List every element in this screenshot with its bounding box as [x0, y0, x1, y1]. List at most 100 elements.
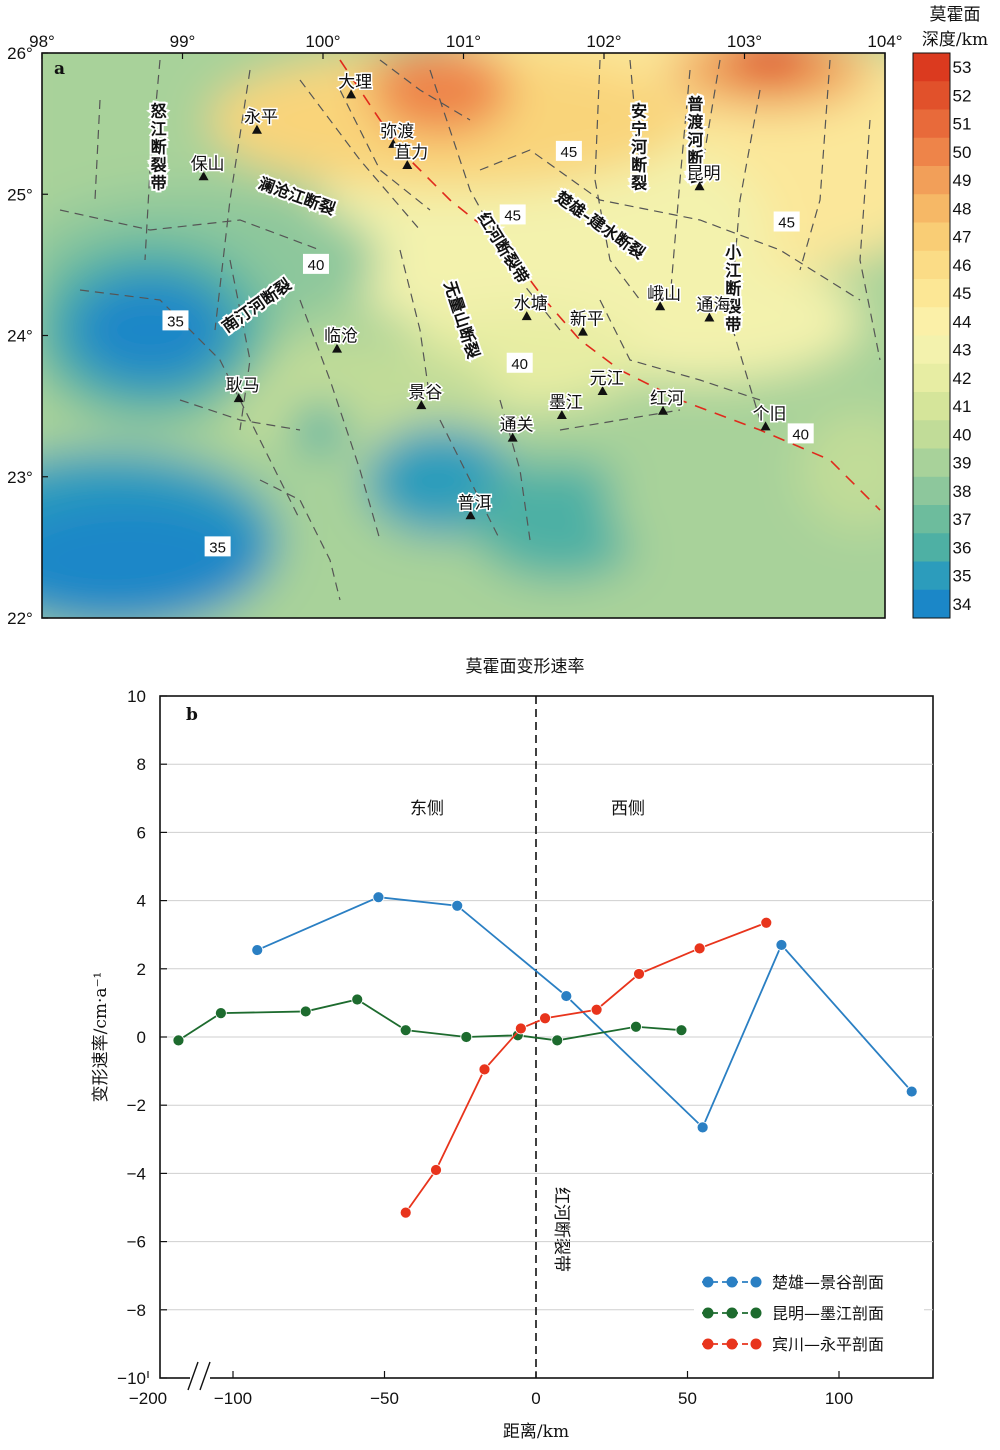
colorbar-tick: 38 [953, 482, 972, 501]
colorbar-swatch [913, 505, 950, 534]
place-name: 景谷 [408, 383, 442, 403]
y-tick-label: 4 [137, 892, 146, 911]
data-point [514, 1022, 527, 1035]
colorbar-swatch [913, 81, 950, 110]
y-tick-label-a: 24° [7, 327, 33, 346]
y-axis-label: 变形速率/cm·a⁻¹ [91, 972, 111, 1103]
colorbar-swatch [913, 109, 950, 139]
axis-break-mark [199, 1361, 211, 1391]
place-marker [507, 432, 518, 442]
y-tick-label: 6 [137, 823, 146, 842]
fault-trace [229, 259, 251, 431]
legend-label: 宾川—永平剖面 [772, 1335, 884, 1354]
x-tick-label-a: 98° [29, 32, 55, 51]
colorbar-tick: 46 [953, 256, 972, 275]
data-point [351, 993, 364, 1006]
data-point [460, 1031, 473, 1043]
data-point [696, 1121, 709, 1134]
colorbar-tick: 39 [953, 454, 972, 473]
colorbar-tick: 50 [953, 143, 972, 162]
place-name: 保山 [191, 154, 225, 174]
contour-label-box [787, 423, 814, 444]
fault-trace [699, 59, 721, 181]
y-tick-label: 0 [137, 1028, 146, 1047]
colorbar-swatch [913, 363, 950, 393]
place-name: 红河 [650, 389, 684, 409]
fault-trace [259, 479, 341, 601]
series-line [177, 998, 682, 1042]
fault-trace [429, 69, 561, 331]
data-point [399, 1206, 412, 1219]
place-marker [556, 410, 567, 420]
place-name: 水塘 [514, 294, 548, 314]
contour-label: 45 [561, 144, 578, 161]
x-tick-label: −200 [129, 1389, 167, 1408]
place-name: 临沧 [324, 327, 358, 347]
fault-name-char: 带 [151, 174, 167, 193]
colorbar-tick: 40 [953, 425, 972, 444]
x-tick-label-a: 101° [446, 32, 481, 51]
contour-label: 35 [167, 313, 184, 330]
red-river-fault-label: 红河断裂带 [551, 1187, 571, 1272]
place-name: 墨江 [549, 393, 583, 413]
colorbar-tick: 52 [953, 86, 972, 105]
colorbar-swatch [913, 279, 950, 308]
place-marker [402, 160, 413, 169]
colorbar-tick: 42 [953, 369, 972, 388]
place-marker [521, 311, 532, 321]
y-tick-label: −10 [117, 1369, 146, 1388]
y-tick-label-a: 26° [7, 44, 33, 63]
colorbar-swatch [913, 392, 950, 421]
legend-label: 楚雄—景谷剖面 [772, 1273, 884, 1292]
fault-name-char: 断 [725, 279, 741, 298]
fault-trace [729, 89, 761, 421]
place-marker [760, 421, 771, 431]
data-point [214, 1007, 227, 1020]
fault-trace [559, 409, 681, 431]
fault-name-char: 渡 [687, 113, 704, 132]
colorbar-tick: 48 [953, 199, 972, 218]
place-name: 耿马 [226, 376, 260, 396]
place-name: 个旧 [753, 404, 787, 424]
colorbar-swatch [913, 448, 950, 478]
place-marker [655, 301, 666, 311]
legend-marker [702, 1338, 714, 1350]
data-point [251, 944, 264, 956]
contour-label-box [555, 140, 582, 161]
data-point [539, 1012, 551, 1025]
west-side-label: 西侧 [611, 799, 645, 819]
colorbar-tick: 43 [953, 341, 972, 360]
place-marker [577, 326, 588, 336]
place-marker [465, 510, 476, 520]
fault-name-char: 河 [631, 138, 647, 157]
y-tick-label-a: 22° [7, 609, 33, 628]
series-line [404, 921, 767, 1214]
fault-name-char: 小 [725, 243, 741, 262]
colorbar-tick: 53 [953, 58, 972, 77]
place-marker [251, 124, 262, 134]
y-tick-label: 8 [137, 755, 146, 774]
contour-label-box [302, 253, 329, 274]
colorbar: 莫霍面 深度/km 53 52 51 50 49 48 47 46 45 44 43 42 41 40 39… [912, 5, 988, 619]
fault-name-char: 裂 [150, 156, 167, 175]
fault-trace [669, 69, 691, 301]
place-name: 通关 [500, 416, 534, 436]
panel-b-label: b [186, 705, 198, 725]
colorbar-tick: 47 [953, 228, 972, 247]
colorbar-swatch [913, 420, 950, 449]
place-name: 峨山 [647, 284, 681, 304]
fault-name-char: 河 [687, 131, 703, 150]
place-marker [388, 138, 399, 148]
colorbar-swatch [913, 561, 950, 591]
fault-trace [379, 59, 471, 121]
data-point [760, 916, 773, 929]
deformation-rate-chart: 莫霍面变形速率 b 东侧 西侧 红河断裂带 距离/km 变形速率/cm·a⁻¹ … [91, 657, 934, 1442]
colorbar-swatch [913, 307, 950, 336]
fault-trace [439, 419, 501, 541]
contour-label-box [162, 310, 189, 331]
axis-break-mark [187, 1361, 199, 1391]
fault-name-char: 裂 [630, 174, 647, 193]
